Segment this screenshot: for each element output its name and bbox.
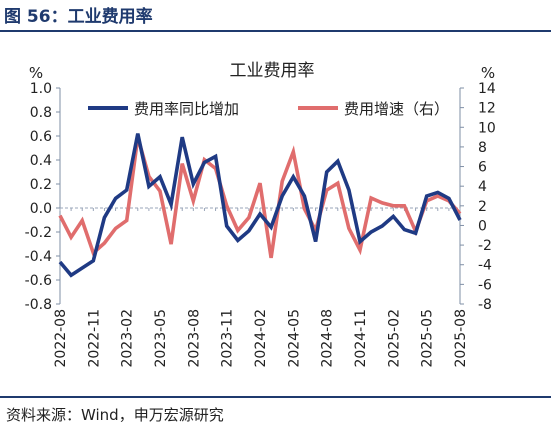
- left-axis-unit: %: [29, 64, 43, 82]
- x-axis-tick-label: 2023-02: [120, 309, 136, 368]
- title-divider: [0, 30, 551, 32]
- right-axis-tick-label: -6: [478, 277, 492, 293]
- x-axis-tick-label: 2023-08: [186, 309, 202, 368]
- legend-label: 费用增速（右）: [344, 100, 449, 118]
- x-axis-tick-label: 2024-05: [286, 309, 302, 368]
- left-axis-tick-label: -0.8: [25, 297, 52, 313]
- left-axis-tick-label: 0.2: [30, 177, 52, 193]
- right-axis-tick-label: 6: [478, 160, 487, 176]
- x-axis-tick-label: 2024-08: [320, 309, 336, 368]
- series-group: [58, 133, 462, 278]
- x-axis-tick-label: 2024-02: [253, 309, 269, 368]
- right-axis-tick-label: -2: [478, 238, 492, 254]
- right-axis-tick-label: 10: [478, 120, 496, 136]
- x-axis-tick-label: 2023-05: [153, 309, 169, 368]
- right-axis-tick-label: 2: [478, 199, 487, 215]
- right-axis-tick-label: 12: [478, 101, 496, 117]
- source-note: 资料来源：Wind，申万宏源研究: [6, 406, 224, 424]
- left-axis-tick-label: -0.2: [25, 225, 52, 241]
- right-axis-tick-label: 0: [478, 218, 487, 234]
- legend-label: 费用率同比增加: [134, 100, 239, 118]
- left-axis-tick-label: 0.8: [30, 105, 52, 121]
- source-divider: [0, 396, 551, 398]
- series-line-expense-growth: [58, 136, 462, 259]
- left-axis-tick-label: -0.4: [25, 249, 52, 265]
- chart-title: 工业费用率: [230, 61, 315, 81]
- x-axis-tick-label: 2024-11: [353, 309, 369, 368]
- left-axis-tick-label: 0.6: [30, 129, 52, 145]
- figure-title: 图 56：工业费用率: [4, 7, 153, 27]
- x-axis-tick-label: 2022-08: [53, 309, 69, 368]
- x-axis-tick-label: 2022-11: [86, 309, 102, 368]
- x-axis-tick-label: 2025-05: [420, 309, 436, 368]
- right-axis-tick-label: -4: [478, 258, 492, 274]
- x-axis-tick-label: 2023-11: [220, 309, 236, 368]
- right-axis-tick-label: 8: [478, 140, 487, 156]
- right-axis-tick-label: 4: [478, 179, 487, 195]
- left-axis-tick-label: -0.6: [25, 273, 52, 289]
- axes-group: 1.0 0.8 0.6 0.4 0.2 0.0 -0.2 -0.4 -0.6 -0.8 14 12 10…: [25, 81, 496, 368]
- right-axis-tick-label: -8: [478, 297, 492, 313]
- x-axis-tick-label: 2025-08: [453, 309, 469, 368]
- x-axis-tick-label: 2025-02: [386, 309, 402, 368]
- right-axis-tick-label: 14: [478, 81, 496, 97]
- legend: 费用率同比增加 费用增速（右）: [88, 100, 449, 118]
- left-axis-tick-label: 0.0: [30, 201, 52, 217]
- left-axis-tick-label: 1.0: [30, 81, 52, 97]
- right-axis-unit: %: [481, 64, 495, 82]
- left-axis-tick-label: 0.4: [30, 153, 52, 169]
- series-line-expense-ratio-change: [58, 133, 462, 278]
